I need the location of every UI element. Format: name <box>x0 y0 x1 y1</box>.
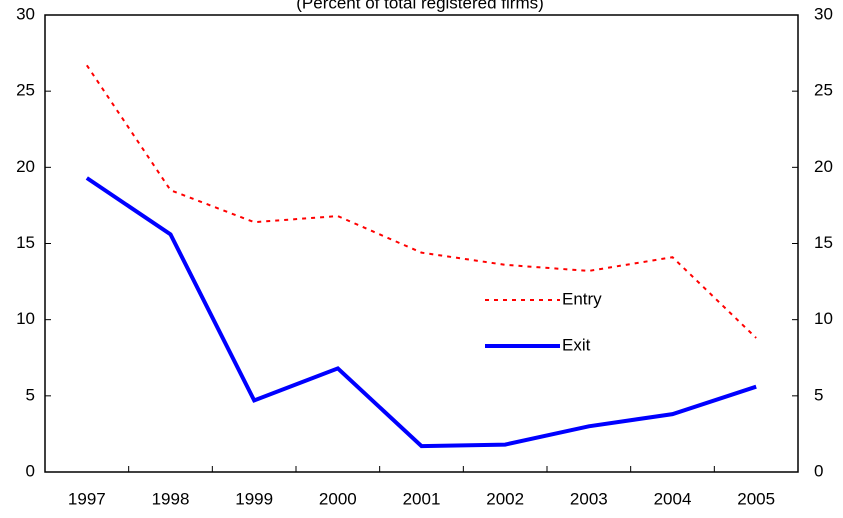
y-tick-label: 5 <box>26 385 35 404</box>
x-tick-label: 2003 <box>570 489 608 508</box>
y-tick-label: 20 <box>16 157 35 176</box>
x-tick-label: 2005 <box>737 489 775 508</box>
y-tick-label: 10 <box>16 309 35 328</box>
x-tick-label: 2002 <box>486 489 524 508</box>
y-tick-label: 0 <box>26 461 35 480</box>
y2-tick-label: 20 <box>814 157 833 176</box>
x-tick-label: 1999 <box>235 489 273 508</box>
y2-tick-label: 0 <box>814 461 823 480</box>
x-tick-label: 1998 <box>152 489 190 508</box>
y2-tick-label: 10 <box>814 309 833 328</box>
data-line <box>85 176 757 449</box>
y-tick-label: 25 <box>16 81 35 100</box>
data-line <box>86 64 757 339</box>
legend-label: Exit <box>562 335 591 354</box>
y2-tick-label: 5 <box>814 385 823 404</box>
x-tick-label: 1997 <box>68 489 106 508</box>
x-tick-label: 2004 <box>654 489 692 508</box>
y2-tick-label: 15 <box>814 233 833 252</box>
y2-tick-label: 25 <box>814 81 833 100</box>
y-tick-label: 15 <box>16 233 35 252</box>
chart-subtitle: (Percent of total registered firms) <box>296 0 544 12</box>
x-tick-label: 2000 <box>319 489 357 508</box>
plot-frame <box>44 14 799 473</box>
legend-label: Entry <box>562 289 602 308</box>
y-tick-label: 30 <box>16 4 35 23</box>
y2-tick-label: 30 <box>814 4 833 23</box>
x-tick-label: 2001 <box>403 489 441 508</box>
